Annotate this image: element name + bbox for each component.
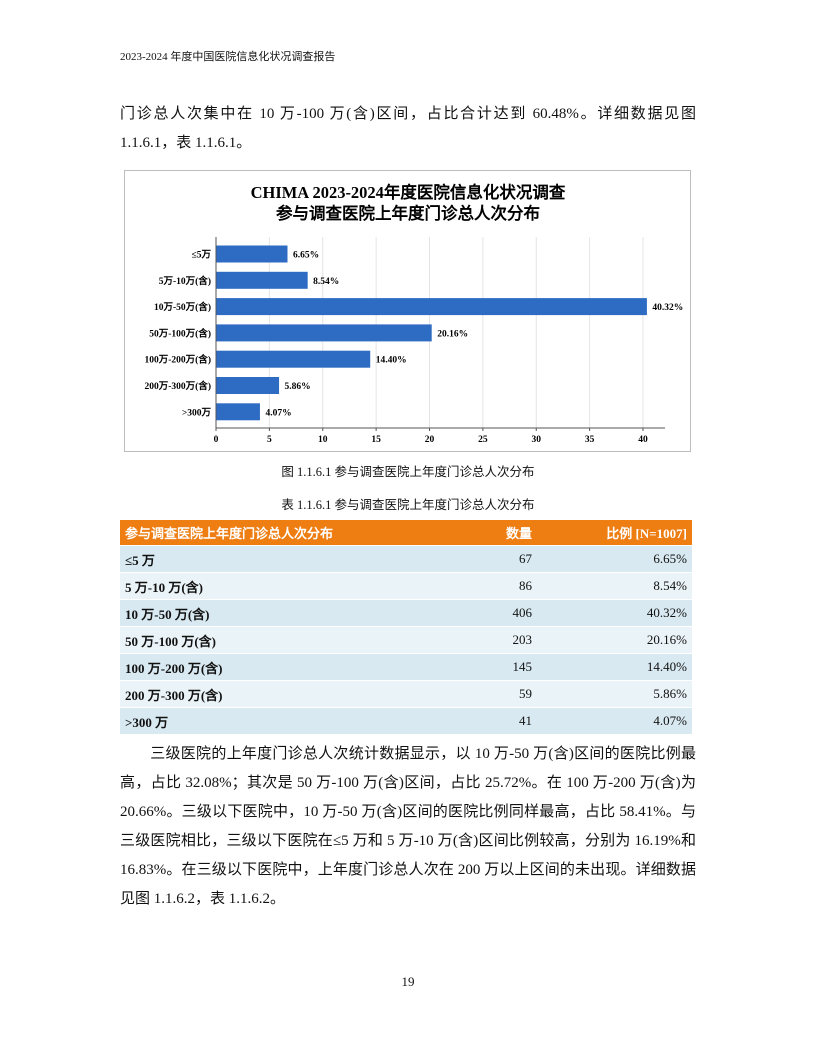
data-label: 40.32% (652, 303, 683, 313)
table-caption: 表 1.1.6.1 参与调查医院上年度门诊总人次分布 (281, 498, 535, 512)
table-header-row: 参与调查医院上年度门诊总人次分布 数量 比例 [N=1007] (120, 520, 692, 546)
table-row: ≤5 万 67 6.65% (120, 545, 692, 573)
x-tick-label: 10 (318, 435, 328, 445)
paragraph-analysis: 三级医院的上年度门诊总人次统计数据显示，以 10 万-50 万(含)区间的医院比… (120, 740, 696, 914)
cell-range: 10 万-50 万(含) (120, 599, 377, 627)
cell-range: 200 万-300 万(含) (120, 680, 377, 708)
bar (216, 350, 371, 368)
data-label: 8.54% (313, 277, 339, 287)
cell-count: 41 (377, 707, 537, 734)
cell-count: 145 (377, 653, 537, 681)
data-label: 5.86% (285, 382, 311, 392)
chart-title-line: CHIMA 2023-2024年度医院信息化状况调查 (251, 182, 566, 202)
chart-svg: CHIMA 2023-2024年度医院信息化状况调查参与调查医院上年度门诊总人次… (145, 182, 684, 445)
x-tick-label: 20 (425, 435, 435, 445)
bar (216, 298, 647, 316)
category-label: 100万-200万(含) (145, 354, 212, 366)
cell-count: 406 (377, 599, 537, 627)
x-tick-label: 30 (532, 435, 542, 445)
data-label: 14.40% (376, 356, 407, 366)
category-label: 200万-300万(含) (145, 380, 212, 392)
table-row: 100 万-200 万(含) 145 14.40% (120, 653, 692, 681)
cell-ratio: 8.54% (537, 572, 692, 600)
cell-count: 203 (377, 626, 537, 654)
running-header: 2023-2024 年度中国医院信息化状况调查报告 (120, 51, 336, 63)
category-label: >300万 (182, 407, 212, 418)
distribution-table: 参与调查医院上年度门诊总人次分布 数量 比例 [N=1007] ≤5 万 67 6.… (120, 520, 692, 734)
cell-ratio: 20.16% (537, 626, 692, 654)
category-label: ≤5万 (192, 250, 212, 261)
category-label: 10万-50万(含) (154, 301, 211, 313)
x-tick-label: 15 (371, 435, 381, 445)
bar (216, 245, 288, 263)
figure-caption: 图 1.1.6.1 参与调查医院上年度门诊总人次分布 (281, 465, 535, 479)
bar (216, 377, 280, 394)
cell-range: 50 万-100 万(含) (120, 626, 377, 654)
cell-count: 59 (377, 680, 537, 708)
bar (216, 271, 308, 289)
x-tick-label: 35 (585, 435, 595, 445)
bar-chart: CHIMA 2023-2024年度医院信息化状况调查 参与调查医院上年度门诊总人次… (124, 170, 691, 452)
column-header-ratio: 比例 [N=1007] (537, 520, 692, 546)
category-label: 5万-10万(含) (159, 275, 211, 287)
table-row: 200 万-300 万(含) 59 5.86% (120, 680, 692, 708)
x-tick-label: 40 (638, 435, 648, 445)
column-header-range: 参与调查医院上年度门诊总人次分布 (120, 520, 377, 546)
x-tick-label: 25 (478, 435, 488, 445)
category-label: 50万-100万(含) (149, 327, 211, 339)
page-number: 19 (401, 974, 415, 989)
cell-range: ≤5 万 (120, 545, 377, 573)
cell-count: 67 (377, 545, 537, 573)
paragraph-analysis-text: 三级医院的上年度门诊总人次统计数据显示，以 10 万-50 万(含)区间的医院比… (120, 746, 696, 907)
cell-count: 86 (377, 572, 537, 600)
cell-range: >300 万 (120, 707, 377, 734)
chart-title-line: 参与调查医院上年度门诊总人次分布 (276, 203, 540, 223)
x-tick-label: 0 (214, 435, 219, 445)
table-row: >300 万 41 4.07% (120, 707, 692, 734)
bar (216, 324, 432, 342)
bar (216, 403, 260, 421)
data-label: 6.65% (293, 251, 319, 261)
cell-ratio: 4.07% (537, 707, 692, 734)
cell-range: 100 万-200 万(含) (120, 653, 377, 681)
cell-ratio: 14.40% (537, 653, 692, 681)
data-label: 4.07% (265, 408, 291, 418)
table-row: 50 万-100 万(含) 203 20.16% (120, 626, 692, 654)
cell-ratio: 5.86% (537, 680, 692, 708)
paragraph-intro: 门诊总人次集中在 10 万-100 万(含)区间，占比合计达到 60.48%。详… (120, 106, 696, 151)
table-row: 5 万-10 万(含) 86 8.54% (120, 572, 692, 600)
data-label: 20.16% (437, 329, 468, 339)
cell-range: 5 万-10 万(含) (120, 572, 377, 600)
table-row: 10 万-50 万(含) 406 40.32% (120, 599, 692, 627)
cell-ratio: 40.32% (537, 599, 692, 627)
cell-ratio: 6.65% (537, 545, 692, 573)
x-tick-label: 5 (267, 435, 272, 445)
column-header-count: 数量 (377, 520, 537, 546)
